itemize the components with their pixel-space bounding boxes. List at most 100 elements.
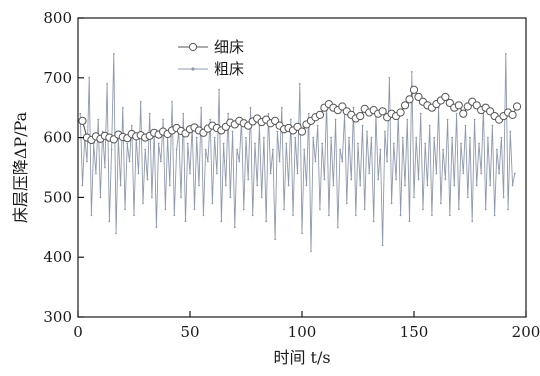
series-1-point — [513, 172, 516, 175]
series-1-point — [442, 148, 445, 151]
series-1-point — [310, 250, 312, 253]
series-1-point — [173, 214, 176, 217]
series-1-point — [144, 148, 147, 151]
series-1-point — [278, 160, 281, 163]
series-1-point — [215, 172, 218, 175]
series-1-point — [164, 208, 167, 211]
series-1-point — [269, 172, 272, 175]
series-1-point — [155, 226, 158, 229]
series-1-point — [88, 76, 91, 79]
y-axis-title: 床层压降ΔP/Pa — [11, 111, 30, 223]
series-1-point — [336, 226, 339, 229]
series-1-point — [245, 136, 247, 139]
series-1-point — [211, 202, 214, 205]
series-1-point — [372, 220, 375, 223]
series-1-point — [142, 202, 144, 205]
series-1-point — [480, 172, 483, 175]
series-1-point — [491, 124, 494, 127]
series-1-point — [236, 148, 238, 151]
legend-marker-1 — [191, 67, 195, 71]
series-0-point — [405, 95, 414, 104]
series-1-point — [294, 136, 297, 139]
series-1-point — [455, 112, 458, 115]
series-1-point — [404, 184, 406, 187]
series-1-point — [370, 136, 373, 139]
series-1-point — [121, 106, 124, 109]
series-1-point — [168, 184, 171, 187]
series-1-point — [457, 208, 460, 211]
series-1-point — [495, 148, 498, 151]
series-1-point — [345, 202, 348, 205]
series-1-point — [327, 214, 330, 217]
series-1-point — [148, 112, 151, 115]
series-1-point — [401, 136, 404, 139]
series-1-point — [231, 130, 234, 133]
series-1-point — [222, 142, 225, 145]
legend-label-0: 细床 — [214, 38, 244, 56]
series-1-point — [444, 178, 447, 181]
series-1-point — [298, 82, 301, 85]
series-1-point — [242, 208, 245, 211]
series-1-point — [289, 118, 292, 121]
series-1-point — [265, 220, 268, 223]
x-tick-label: 100 — [288, 323, 317, 341]
series-1-point — [410, 70, 413, 73]
series-0-point — [512, 102, 522, 111]
series-1-point — [314, 160, 317, 163]
series-1-point — [511, 184, 514, 187]
series-1-point — [379, 148, 382, 151]
series-1-point — [171, 100, 173, 103]
series-1-point — [390, 202, 393, 205]
series-1-point — [453, 184, 456, 187]
series-1-point — [316, 124, 319, 127]
series-1-point — [377, 178, 380, 181]
series-1-point — [159, 160, 162, 163]
series-1-point — [433, 136, 436, 139]
series-1-point — [489, 184, 492, 187]
series-1-point — [406, 118, 409, 121]
series-1-point — [383, 130, 386, 133]
series-1-point — [95, 172, 97, 175]
series-1-point — [260, 196, 263, 199]
series-1-point — [79, 112, 82, 115]
series-1-point — [193, 208, 196, 211]
series-1-point — [139, 100, 142, 103]
series-1-point — [296, 172, 299, 175]
y-tick-label: 600 — [43, 129, 72, 147]
series-0-point — [400, 101, 410, 110]
series-1-point — [186, 142, 189, 145]
series-1-point — [97, 118, 100, 121]
series-1-point — [366, 130, 368, 133]
series-1-point — [224, 184, 227, 187]
series-1-point — [271, 148, 274, 151]
series-1-point — [184, 220, 187, 223]
series-1-point — [200, 106, 203, 109]
series-1-point — [498, 172, 501, 175]
series-1-point — [473, 118, 476, 121]
series-1-point — [119, 184, 122, 187]
series-1-point — [202, 214, 205, 217]
series-1-point — [207, 160, 209, 163]
series-1-point — [115, 232, 117, 235]
x-tick-label: 200 — [512, 323, 540, 341]
series-1-point — [323, 178, 326, 181]
axes-layer: 0 50 100 150 200 300 400 500 600 700 800 — [43, 9, 540, 341]
series-1-point — [341, 160, 344, 163]
series-1-point — [507, 208, 509, 211]
series-1-point — [419, 112, 422, 115]
series-1-point — [108, 220, 111, 223]
series-1-point — [363, 208, 366, 211]
series-1-point — [388, 76, 391, 79]
series-1-point — [276, 130, 279, 133]
series-0-point — [508, 110, 517, 119]
series-1-point — [417, 178, 420, 181]
series-1-point — [321, 142, 324, 145]
series-1-point — [307, 112, 310, 115]
series-1-point — [500, 136, 503, 139]
series-1-point — [471, 220, 474, 223]
series-1-point — [280, 106, 283, 109]
series-line-1 — [79, 53, 516, 252]
series-1-point — [484, 208, 487, 211]
series-1-point — [112, 52, 115, 55]
